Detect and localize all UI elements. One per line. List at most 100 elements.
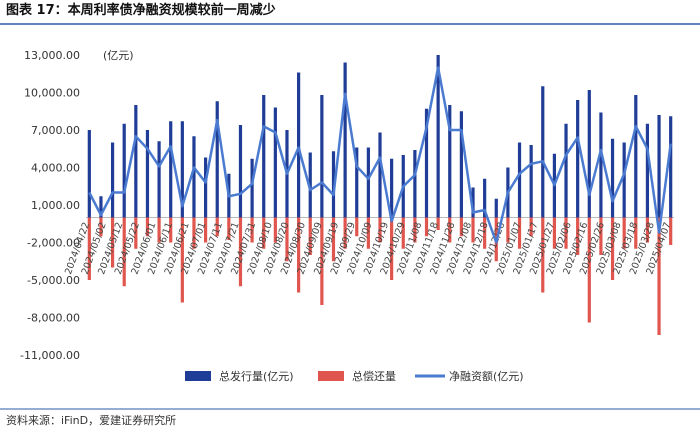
bar — [448, 217, 452, 243]
bar — [634, 217, 638, 249]
bar — [355, 147, 359, 218]
bar — [599, 217, 603, 255]
bar — [413, 217, 417, 243]
bar — [262, 95, 266, 218]
unit-label: (亿元) — [103, 49, 134, 62]
bar — [297, 72, 301, 218]
legend-label: 总偿还量 — [352, 369, 396, 383]
y-tick-label: 13,000.00 — [24, 49, 80, 62]
y-tick-label: -2,000.00 — [27, 237, 80, 250]
bar — [366, 147, 370, 218]
bar — [622, 142, 626, 218]
bar — [552, 217, 557, 249]
bar — [657, 115, 661, 218]
bar — [564, 217, 568, 249]
bar — [157, 217, 161, 243]
legend-label: 总发行量(亿元) — [219, 369, 294, 383]
y-tick-label: -8,000.00 — [27, 312, 80, 325]
bar — [180, 217, 184, 303]
bar — [390, 158, 394, 218]
bar — [145, 217, 150, 237]
bar — [645, 217, 650, 243]
y-tick-label: 1,000.00 — [31, 199, 80, 212]
bar — [401, 217, 405, 249]
bar — [459, 217, 463, 237]
bar — [238, 125, 243, 218]
bar — [227, 217, 231, 240]
bar — [634, 95, 638, 218]
bar — [215, 101, 219, 218]
bar — [471, 187, 475, 218]
bar — [320, 217, 324, 305]
bar — [343, 217, 347, 249]
y-tick-label: 4,000.00 — [31, 162, 80, 175]
bar — [494, 198, 498, 218]
bar — [99, 217, 103, 237]
bar — [355, 217, 359, 237]
bar — [390, 217, 394, 280]
bar — [529, 145, 533, 218]
bar — [610, 138, 615, 218]
bar — [657, 217, 661, 335]
bar — [192, 217, 196, 249]
bar — [320, 95, 324, 218]
bar — [238, 217, 243, 287]
bar — [262, 217, 266, 249]
line — [88, 66, 672, 244]
bar — [576, 217, 580, 255]
bar — [669, 116, 673, 218]
bar — [122, 123, 126, 218]
y-tick-label: 7,000.00 — [31, 124, 80, 137]
bar — [587, 217, 591, 323]
bar — [436, 217, 440, 230]
bar — [564, 123, 568, 218]
bar — [285, 217, 289, 262]
bar — [610, 217, 615, 280]
legend-swatch — [185, 371, 211, 381]
bar — [541, 86, 545, 218]
y-tick-label: -5,000.00 — [27, 274, 80, 287]
bar — [169, 217, 173, 243]
bar — [180, 121, 184, 218]
bar — [517, 142, 522, 218]
bar — [110, 217, 115, 268]
bar — [576, 100, 580, 218]
bar — [145, 130, 150, 218]
bar — [273, 107, 277, 218]
bar — [471, 217, 475, 243]
bar — [331, 217, 336, 262]
bar — [87, 130, 91, 218]
bar — [599, 112, 603, 218]
source: 资料来源：iFinD，爱建证券研究所 — [6, 413, 176, 427]
bar — [459, 111, 463, 218]
bar — [483, 178, 487, 218]
bar — [110, 142, 115, 218]
legend-label: 净融资额(亿元) — [449, 369, 524, 383]
bar — [169, 121, 173, 218]
bar — [645, 123, 650, 218]
bar — [297, 217, 301, 293]
bar — [541, 217, 545, 293]
bar — [378, 217, 382, 243]
bar — [87, 217, 91, 280]
bar — [215, 217, 219, 237]
y-tick-label: -11,000.00 — [20, 349, 80, 362]
bar — [529, 217, 533, 237]
bar — [308, 217, 312, 255]
bar — [192, 136, 196, 218]
bar — [413, 150, 417, 218]
bar — [134, 217, 138, 249]
bar — [250, 217, 254, 243]
chart-title: 图表 17：本周利率债净融资规模较前一周减少 — [6, 2, 276, 18]
bar — [273, 217, 277, 243]
bar — [157, 141, 161, 218]
bar — [424, 108, 429, 218]
bar — [343, 62, 347, 218]
bar — [424, 217, 429, 237]
bar — [99, 196, 103, 218]
bar — [366, 217, 370, 249]
bar — [448, 105, 452, 218]
bar — [308, 152, 312, 218]
bar — [506, 217, 510, 243]
